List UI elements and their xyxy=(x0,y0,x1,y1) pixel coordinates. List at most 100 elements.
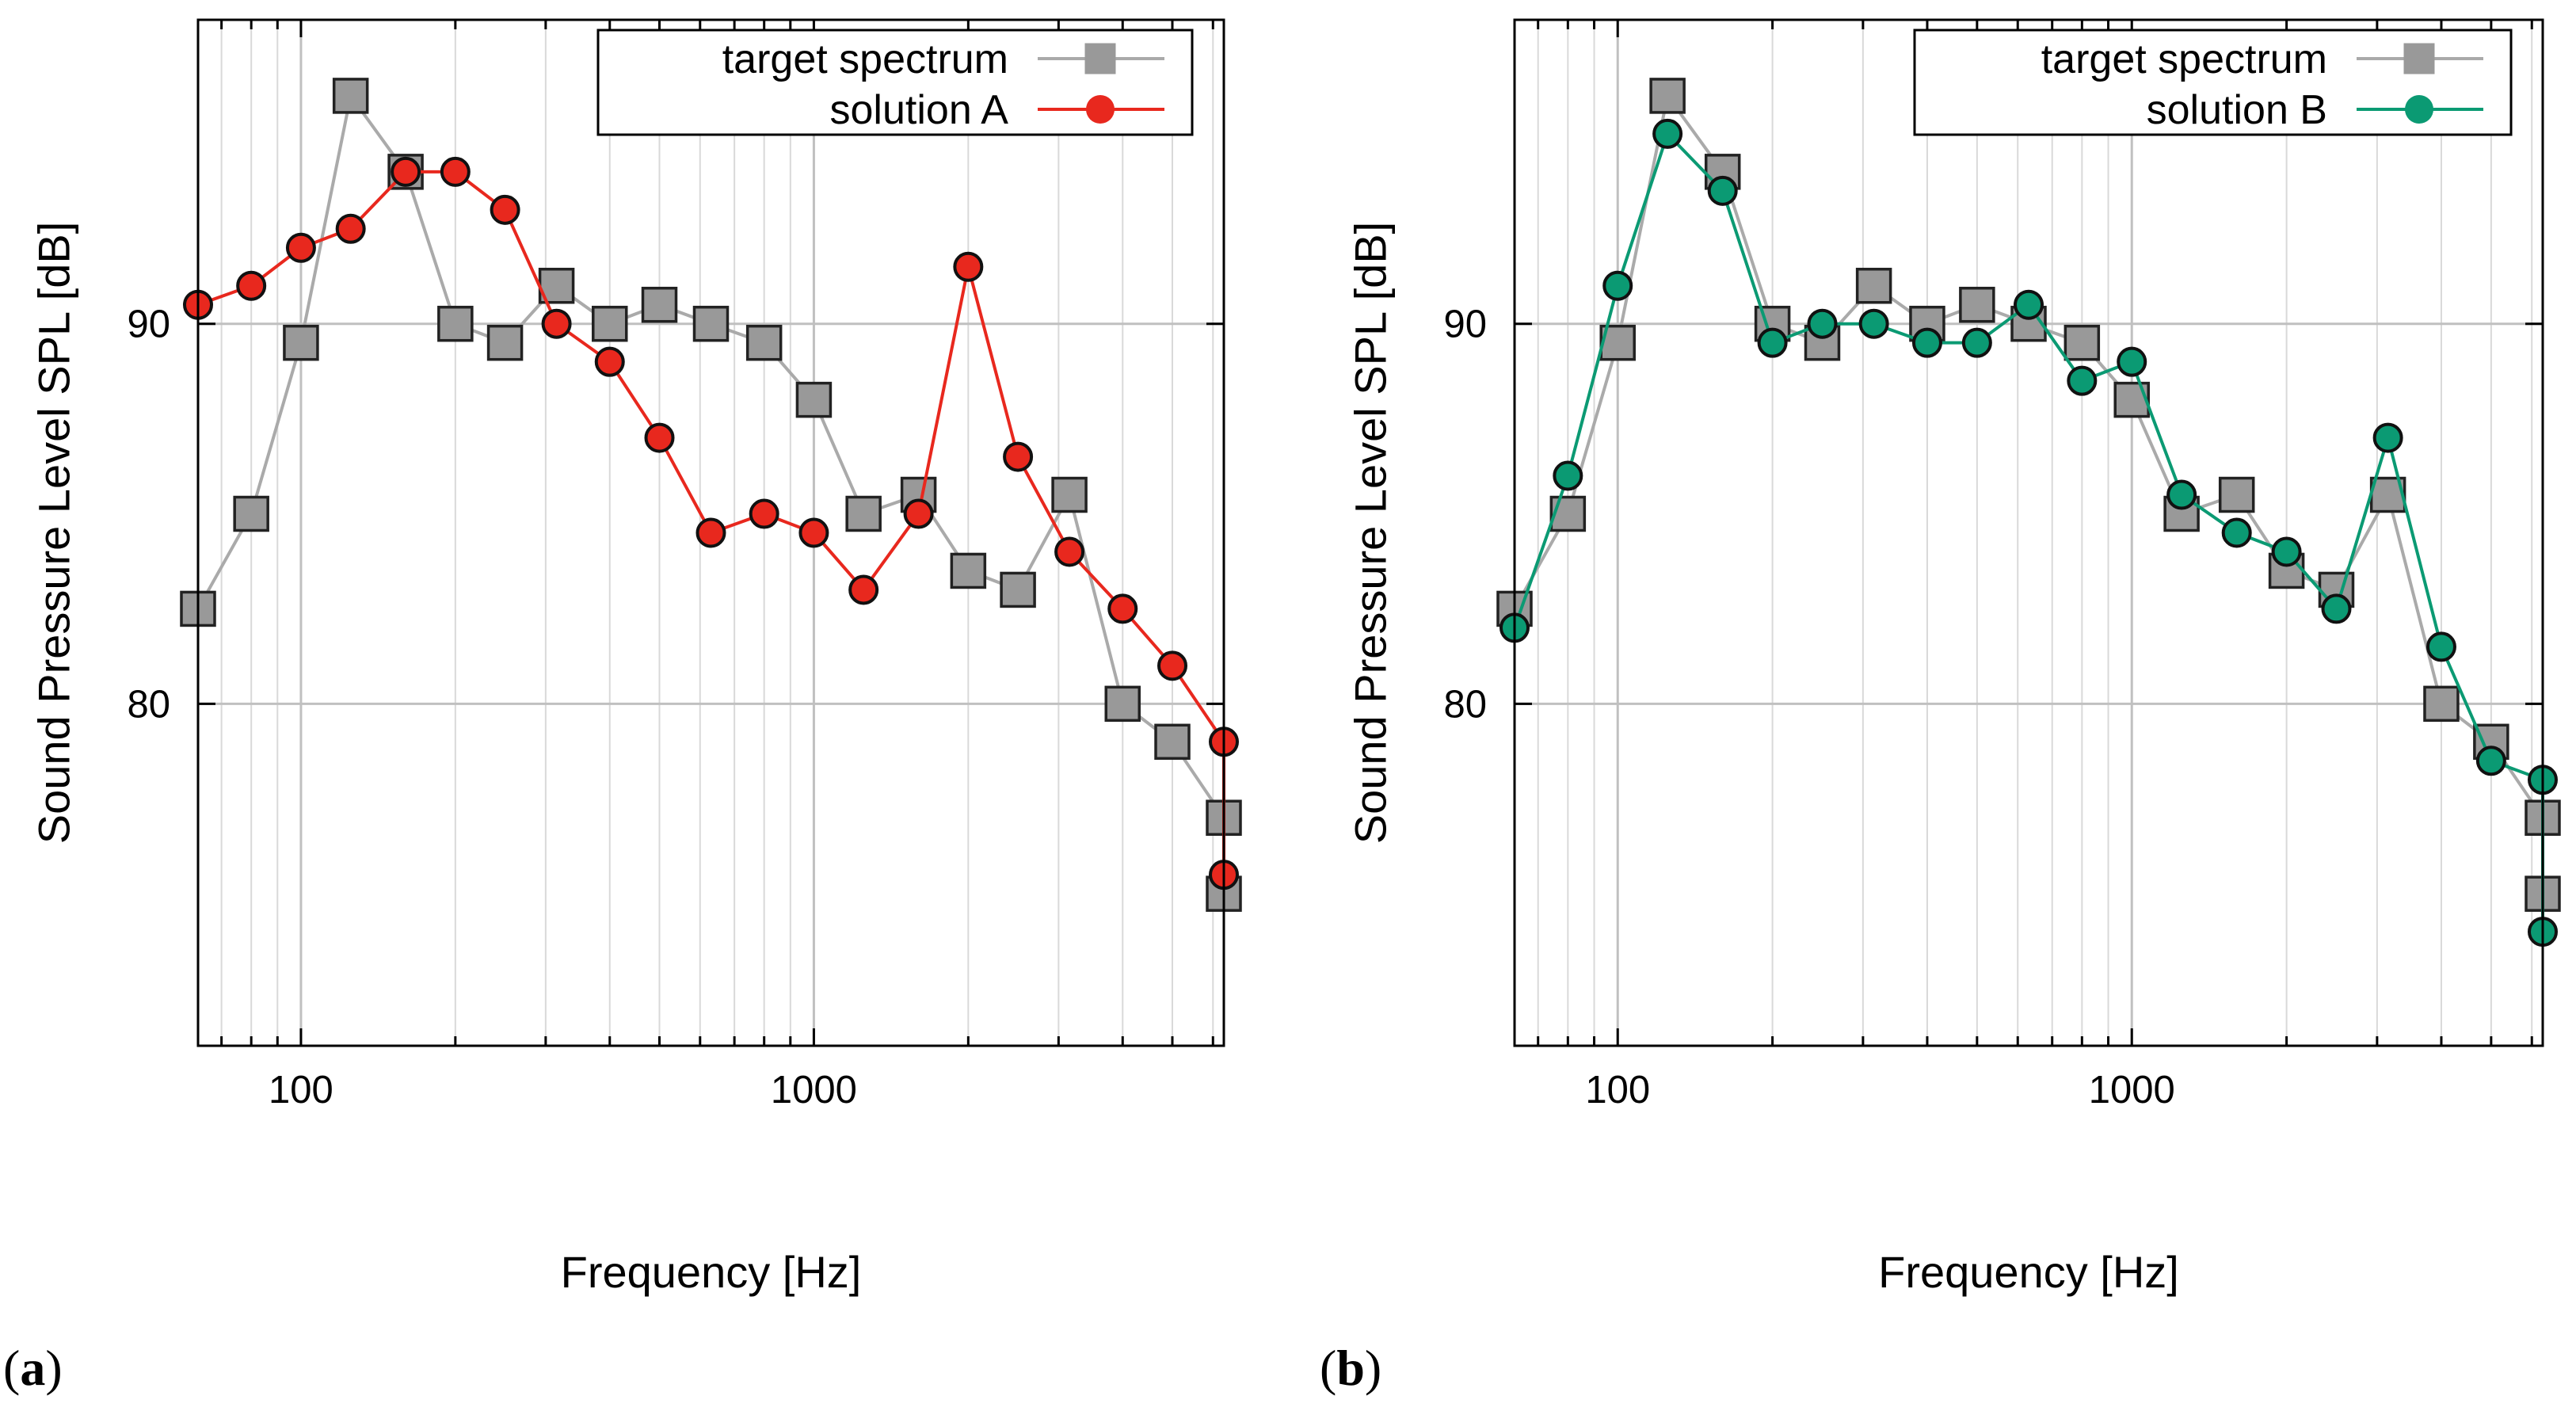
data-point-square xyxy=(1051,476,1088,513)
plot-frame xyxy=(1513,18,2544,1047)
data-point-circle xyxy=(2372,422,2403,453)
panel-a: 100 1000 80 90 target spectrum solution A Freq… xyxy=(3,18,1242,1396)
y-tick-label: 80 xyxy=(127,683,170,726)
data-point-circle xyxy=(1602,270,1633,301)
data-point-circle xyxy=(2271,536,2302,567)
series-target xyxy=(180,78,1242,912)
data-point-square xyxy=(538,267,575,304)
data-point-circle xyxy=(749,498,779,529)
panel-label: (a) xyxy=(3,1340,63,1396)
data-point-circle xyxy=(1107,593,1138,624)
data-point-square xyxy=(950,552,987,589)
data-point-circle xyxy=(953,251,984,282)
x-axis-label: Frequency [Hz] xyxy=(561,1247,862,1297)
data-point-circle xyxy=(903,498,934,529)
data-point-square xyxy=(233,495,269,532)
data-point-square xyxy=(2063,324,2101,361)
data-point-square xyxy=(2423,685,2460,723)
data-point-circle xyxy=(2321,593,2352,624)
x-tick-label: 100 xyxy=(1585,1069,1650,1112)
legend-marker xyxy=(1084,43,1116,74)
x-tick-label: 100 xyxy=(269,1069,333,1112)
ticks xyxy=(1515,20,2543,1046)
x-axis-label: Frequency [Hz] xyxy=(1878,1247,2179,1297)
data-point-square xyxy=(437,305,474,342)
data-point-square xyxy=(795,381,833,418)
data-point-circle xyxy=(335,213,366,244)
y-tick-label: 80 xyxy=(1443,683,1487,726)
panel-label-letter: b xyxy=(1336,1340,1365,1396)
series-line xyxy=(1513,131,2544,932)
data-point-circle xyxy=(1858,308,1889,339)
data-point-circle xyxy=(1054,536,1085,567)
data-point-circle xyxy=(1911,327,1942,358)
legend: target spectrum solution A xyxy=(596,29,1194,136)
data-point-circle xyxy=(2166,479,2197,510)
series-solution xyxy=(183,156,1239,890)
data-point-square xyxy=(332,78,369,114)
data-point-square xyxy=(1959,286,1995,323)
series-target xyxy=(1496,78,2561,912)
data-point-square xyxy=(2113,381,2150,418)
data-point-circle xyxy=(490,194,520,225)
data-point-circle xyxy=(541,308,572,339)
data-point-circle xyxy=(1003,441,1034,472)
data-point-circle xyxy=(2117,346,2147,377)
plot-frame xyxy=(196,18,1225,1047)
data-point-circle xyxy=(1807,308,1838,339)
data-point-square xyxy=(486,324,524,361)
data-point-circle xyxy=(848,574,879,605)
panel-b: 100 1000 80 90 target spectrum solution B Freq… xyxy=(1320,18,2561,1396)
data-point-circle xyxy=(1757,327,1788,358)
legend: target spectrum solution B xyxy=(1913,29,2513,136)
panel-label-letter: a xyxy=(20,1340,45,1396)
data-point-square xyxy=(2218,476,2255,513)
data-point-square xyxy=(1549,495,1587,532)
data-point-square xyxy=(845,495,882,532)
data-point-circle xyxy=(1157,650,1188,681)
y-axis-label: Sound Pressure Level SPL [dB] xyxy=(1346,222,1396,845)
x-tick-label: 1000 xyxy=(2089,1069,2175,1112)
legend-label: target spectrum xyxy=(722,36,1008,82)
legend-label: solution B xyxy=(2147,87,2327,133)
y-tick-label: 90 xyxy=(1443,303,1487,346)
legend-marker xyxy=(2405,95,2433,124)
data-point-circle xyxy=(2475,746,2506,776)
data-point-square xyxy=(1104,685,1141,723)
data-point-circle xyxy=(2425,631,2456,662)
data-point-square xyxy=(692,305,730,342)
series-line xyxy=(197,170,1225,875)
data-point-square xyxy=(641,286,678,323)
legend-marker xyxy=(1086,95,1115,124)
data-point-square xyxy=(283,324,319,361)
data-point-square xyxy=(1000,571,1036,608)
data-point-circle xyxy=(1961,327,1992,358)
data-point-circle xyxy=(285,232,316,263)
series-line xyxy=(196,92,1225,894)
data-point-square xyxy=(1154,723,1191,761)
data-point-circle xyxy=(594,346,625,377)
data-point-circle xyxy=(1652,118,1683,149)
data-point-square xyxy=(745,324,783,361)
data-point-square xyxy=(1855,267,1892,304)
data-point-circle xyxy=(236,270,267,301)
panel-label-close: ) xyxy=(1365,1340,1381,1396)
data-point-circle xyxy=(2067,365,2098,396)
ticks xyxy=(198,20,1224,1046)
legend-label: target spectrum xyxy=(2041,36,2327,82)
legend-marker xyxy=(2403,43,2435,74)
x-tick-label: 1000 xyxy=(771,1069,857,1112)
data-point-circle xyxy=(798,517,829,548)
data-point-circle xyxy=(440,156,471,187)
panel-label-close: ) xyxy=(45,1340,62,1396)
panel-label-open: ( xyxy=(1320,1340,1336,1396)
y-tick-label: 90 xyxy=(127,303,170,346)
data-point-circle xyxy=(391,156,421,187)
data-point-circle xyxy=(695,517,726,548)
data-point-circle xyxy=(1707,175,1738,206)
data-point-square xyxy=(1649,78,1686,114)
y-axis-label: Sound Pressure Level SPL [dB] xyxy=(29,222,79,845)
data-point-circle xyxy=(644,422,675,453)
grid xyxy=(1515,20,2543,1046)
